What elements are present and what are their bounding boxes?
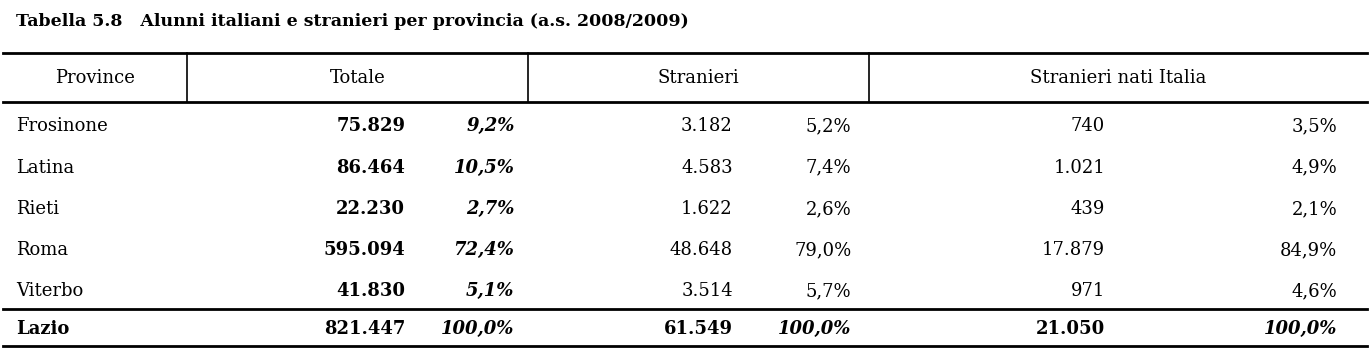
Text: 2,6%: 2,6% <box>806 200 852 218</box>
Text: 4.583: 4.583 <box>681 159 733 177</box>
Text: 821.447: 821.447 <box>323 320 406 338</box>
Text: 3.182: 3.182 <box>681 118 733 136</box>
Text: 75.829: 75.829 <box>336 118 406 136</box>
Text: 9,2%: 9,2% <box>466 118 515 136</box>
Text: 41.830: 41.830 <box>336 283 406 300</box>
Text: Stranieri nati Italia: Stranieri nati Italia <box>1030 69 1207 87</box>
Text: 5,1%: 5,1% <box>466 283 515 300</box>
Text: 48.648: 48.648 <box>670 241 733 259</box>
Text: 3.514: 3.514 <box>681 283 733 300</box>
Text: Latina: Latina <box>16 159 75 177</box>
Text: 100,0%: 100,0% <box>1265 320 1337 338</box>
Text: Totale: Totale <box>330 69 385 87</box>
Text: Tabella 5.8   Alunni italiani e stranieri per provincia (a.s. 2008/2009): Tabella 5.8 Alunni italiani e stranieri … <box>16 13 689 30</box>
Text: 5,2%: 5,2% <box>806 118 852 136</box>
Text: 21.050: 21.050 <box>1036 320 1106 338</box>
Text: Province: Province <box>55 69 134 87</box>
Text: 7,4%: 7,4% <box>806 159 852 177</box>
Text: 3,5%: 3,5% <box>1292 118 1337 136</box>
Text: 595.094: 595.094 <box>323 241 406 259</box>
Text: 100,0%: 100,0% <box>778 320 852 338</box>
Text: 971: 971 <box>1071 283 1106 300</box>
Text: 100,0%: 100,0% <box>441 320 515 338</box>
Text: 17.879: 17.879 <box>1043 241 1106 259</box>
Text: 10,5%: 10,5% <box>453 159 515 177</box>
Text: 1.622: 1.622 <box>681 200 733 218</box>
Text: Frosinone: Frosinone <box>16 118 108 136</box>
Text: 72,4%: 72,4% <box>453 241 515 259</box>
Text: 22.230: 22.230 <box>336 200 406 218</box>
Text: 5,7%: 5,7% <box>806 283 852 300</box>
Text: 439: 439 <box>1071 200 1106 218</box>
Text: 2,7%: 2,7% <box>466 200 515 218</box>
Text: 4,9%: 4,9% <box>1292 159 1337 177</box>
Text: 84,9%: 84,9% <box>1280 241 1337 259</box>
Text: Lazio: Lazio <box>16 320 70 338</box>
Text: 61.549: 61.549 <box>663 320 733 338</box>
Text: Stranieri: Stranieri <box>658 69 740 87</box>
Text: 2,1%: 2,1% <box>1292 200 1337 218</box>
Text: 4,6%: 4,6% <box>1292 283 1337 300</box>
Text: Rieti: Rieti <box>16 200 59 218</box>
Text: Viterbo: Viterbo <box>16 283 84 300</box>
Text: Roma: Roma <box>16 241 69 259</box>
Text: 740: 740 <box>1071 118 1106 136</box>
Text: 79,0%: 79,0% <box>795 241 852 259</box>
Text: 86.464: 86.464 <box>337 159 406 177</box>
Text: 1.021: 1.021 <box>1054 159 1106 177</box>
